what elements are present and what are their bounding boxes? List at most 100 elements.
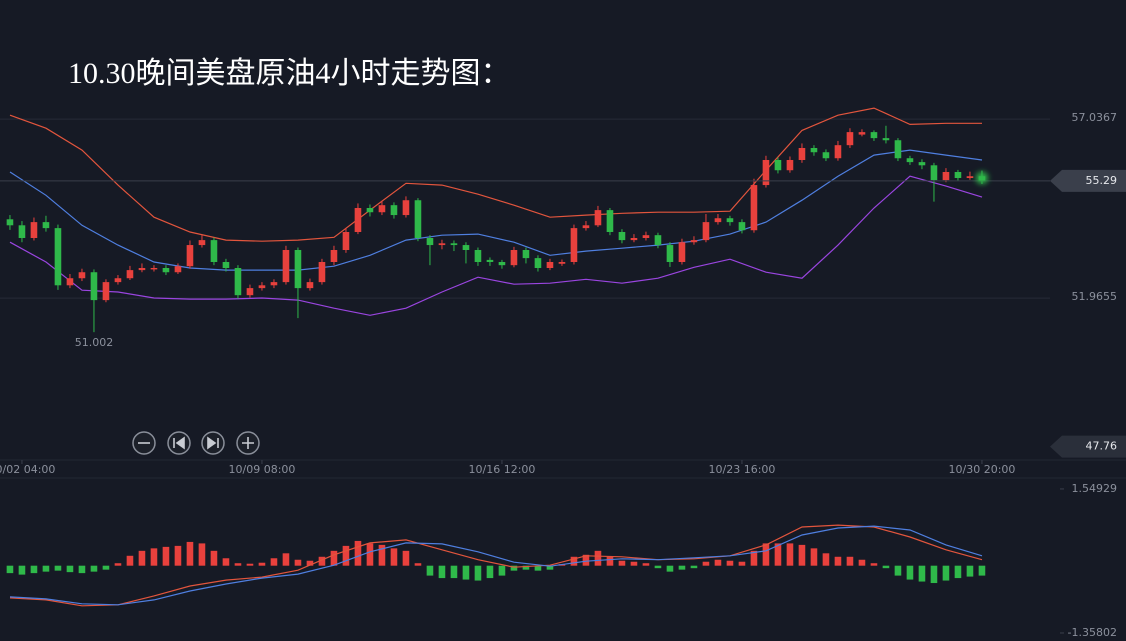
macd-bar bbox=[450, 565, 458, 579]
candle-body bbox=[6, 219, 14, 226]
macd-bar bbox=[306, 560, 314, 566]
candle-body bbox=[630, 238, 638, 241]
candle-body bbox=[678, 242, 686, 262]
candle-body bbox=[306, 282, 314, 289]
candle-body bbox=[642, 235, 650, 238]
candle-body bbox=[354, 208, 362, 232]
macd-bar bbox=[690, 565, 698, 569]
macd-bar bbox=[54, 565, 62, 571]
indicator-line bbox=[9, 107, 982, 242]
macd-bar bbox=[798, 544, 806, 566]
candle-body bbox=[702, 222, 710, 241]
candle-body bbox=[822, 152, 830, 159]
macd-bar bbox=[66, 565, 74, 573]
candle-body bbox=[846, 132, 854, 146]
candle-body bbox=[30, 222, 38, 238]
candle-body bbox=[390, 205, 398, 216]
candle-body bbox=[54, 228, 62, 286]
macd-bar bbox=[762, 543, 770, 566]
macd-bar bbox=[186, 541, 194, 566]
macd-bar bbox=[726, 560, 734, 566]
chart-title: 10.30晚间美盘原油4小时走势图： bbox=[68, 57, 511, 90]
macd-bar bbox=[114, 563, 122, 566]
macd-bar bbox=[870, 563, 878, 566]
macd-bar bbox=[258, 562, 266, 566]
x-tick-label: 10/30 20:00 bbox=[949, 463, 1016, 476]
candle-body bbox=[438, 243, 446, 246]
macd-bar bbox=[534, 565, 542, 571]
candle-body bbox=[522, 250, 530, 259]
candle-body bbox=[378, 205, 386, 213]
candle-body bbox=[582, 225, 590, 229]
macd-bar bbox=[402, 550, 410, 566]
candle-body bbox=[906, 158, 914, 163]
macd-bar bbox=[270, 558, 278, 566]
macd-bar bbox=[354, 540, 362, 566]
macd-bar bbox=[642, 563, 650, 566]
macd-bar bbox=[342, 545, 350, 566]
macd-bar bbox=[630, 561, 638, 566]
x-tick-label: 10/23 16:00 bbox=[709, 463, 776, 476]
macd-bar bbox=[438, 565, 446, 579]
macd-bar bbox=[522, 565, 530, 570]
macd-bar bbox=[138, 550, 146, 566]
macd-bar bbox=[570, 556, 578, 566]
candle-body bbox=[162, 268, 170, 273]
candle-body bbox=[690, 240, 698, 243]
macd-bar bbox=[906, 565, 914, 580]
macd-bar bbox=[210, 550, 218, 566]
macd-bar bbox=[942, 565, 950, 581]
last-price-box bbox=[1050, 169, 1126, 192]
macd-bar bbox=[822, 553, 830, 566]
candle-body bbox=[282, 250, 290, 283]
macd-bar bbox=[510, 565, 518, 571]
indicator-line bbox=[9, 524, 983, 607]
candle-body bbox=[954, 172, 962, 178]
macd-bar bbox=[486, 565, 494, 579]
candle-body bbox=[942, 172, 950, 181]
candle-body bbox=[918, 162, 926, 166]
macd-bar bbox=[330, 550, 338, 566]
scroll-start-button[interactable] bbox=[167, 431, 191, 455]
candle-body bbox=[138, 268, 146, 271]
candle-body bbox=[858, 132, 866, 135]
candle-body bbox=[750, 185, 758, 231]
macd-bar bbox=[162, 546, 170, 566]
macd-bar bbox=[978, 565, 986, 576]
macd-bar bbox=[234, 563, 242, 566]
macd-bar bbox=[810, 548, 818, 566]
candle-body bbox=[426, 238, 434, 246]
zoom-out-button[interactable] bbox=[132, 431, 156, 455]
macd-bar bbox=[894, 565, 902, 576]
macd-bar bbox=[750, 550, 758, 566]
macd-bar bbox=[6, 565, 14, 574]
candle-body bbox=[594, 210, 602, 226]
macd-bar bbox=[198, 543, 206, 566]
macd-bar bbox=[282, 553, 290, 566]
macd-bar bbox=[366, 543, 374, 566]
scroll-end-button[interactable] bbox=[201, 431, 225, 455]
candle-body bbox=[762, 160, 770, 186]
candle-body bbox=[810, 148, 818, 153]
price-marker-label: 47.76 bbox=[1086, 440, 1118, 453]
candle-body bbox=[270, 282, 278, 286]
low-annotation: 51.002 bbox=[75, 336, 114, 349]
candle-body bbox=[786, 160, 794, 171]
macd-bar bbox=[858, 559, 866, 566]
candle-body bbox=[966, 176, 974, 178]
candle-body bbox=[618, 232, 626, 241]
macd-bar bbox=[42, 565, 50, 572]
macd-bar bbox=[390, 548, 398, 566]
candle-body bbox=[774, 160, 782, 171]
candle-body bbox=[486, 259, 494, 262]
candle-body bbox=[186, 245, 194, 267]
macd-bar bbox=[102, 565, 110, 570]
candle-body bbox=[870, 132, 878, 139]
macd-bar bbox=[738, 561, 746, 566]
candle-body bbox=[930, 165, 938, 181]
candle-body bbox=[318, 262, 326, 283]
candle-body bbox=[234, 268, 242, 296]
candle-body bbox=[330, 250, 338, 262]
candle-body bbox=[726, 218, 734, 223]
zoom-in-button[interactable] bbox=[236, 431, 260, 455]
